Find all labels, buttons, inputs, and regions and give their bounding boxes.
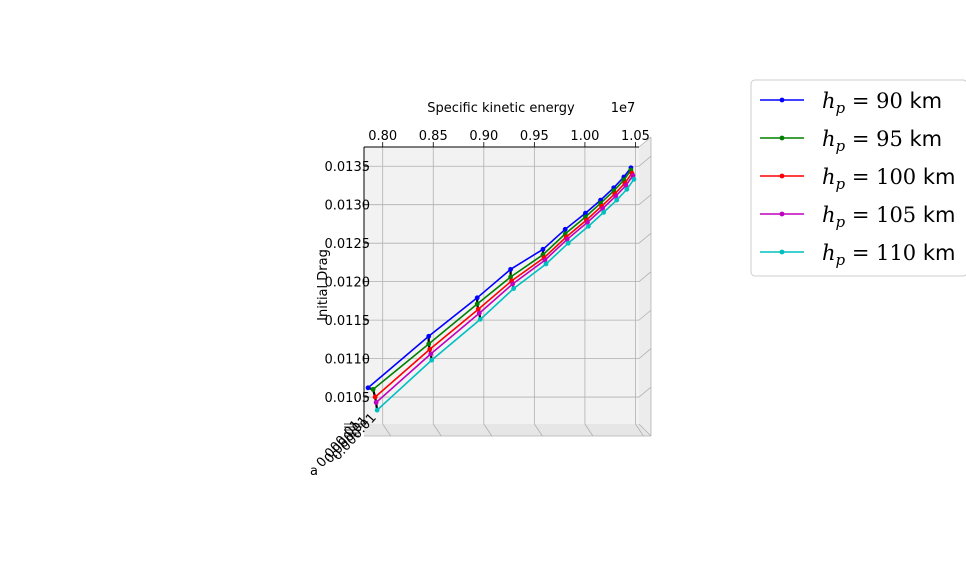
data-point [510,281,516,287]
side-grid-line [638,271,652,282]
right-side-pane [639,137,651,436]
legend-swatch-marker [779,249,785,255]
x-tick-label: 1.05 [621,129,650,144]
data-point [543,261,549,267]
floor-grid-line [432,423,442,437]
y-tick-label: 0.0135 [325,160,371,175]
data-point [614,197,620,203]
side-grid-line [638,155,652,167]
legend-frame [750,79,966,277]
data-point [476,310,482,316]
data-point [583,210,588,216]
data-point [565,240,571,246]
x-axis-ticks: 0.80 0.85 0.90 0.95 1.00 1.05 [368,129,650,147]
data-point [427,346,433,352]
x-axis-title: Specific kinetic energy [427,101,575,116]
data-point [601,210,607,215]
legend-entry: hp = 110 km [760,241,955,269]
floor-grid-line [483,423,493,437]
x-tick-label: 1.00 [570,129,599,144]
data-point [630,173,636,178]
back-pane [364,147,639,424]
legend-label: hp = 105 km [822,203,955,231]
z-axis: 0.000.01 0.000.01 0.000.01 a [310,411,380,479]
y-axis-ticks: 0.0105 0.0110 0.0115 0.0120 0.0125 0.0130 0.01… [325,160,371,406]
data-point [429,357,435,363]
legend-entry: hp = 100 km [760,165,955,193]
legend-label: hp = 90 km [822,89,942,117]
side-grid-line [638,232,652,244]
data-point [511,286,517,291]
legend-label: hp = 95 km [822,127,942,155]
data-point [542,257,548,263]
data-point [477,316,483,322]
data-point [585,220,590,225]
data-point [474,301,480,307]
series-105 [373,173,636,405]
data-point [564,236,570,242]
data-point [540,246,546,252]
data-point [562,226,568,232]
data-point [475,306,481,312]
data-point [474,295,480,301]
data-point [426,333,432,339]
floor-grid-line [534,423,543,437]
x-axis-offset-label: 1e7 [611,101,636,116]
data-point [373,400,379,405]
legend-swatch-marker [779,135,785,141]
data-point [426,341,432,347]
data-point [624,186,630,192]
floor-grid-line [584,423,594,437]
legend: hp = 90 km hp = 95 km hp = 100 km hp = 105 … [750,79,966,277]
y-tick-label: 0.0105 [325,391,371,406]
x-tick-label: 0.85 [419,129,448,144]
data-point [613,193,619,199]
data-point [600,206,606,211]
data-point [372,394,378,400]
y-tick-label: 0.0130 [325,199,371,214]
data-point [508,266,513,272]
y-axis-title: Initial Drag [316,249,331,321]
floor-pane [364,424,651,436]
data-point [623,183,629,188]
pane-edges [364,136,652,437]
data-point [428,351,434,357]
y-tick-label: 0.0120 [325,276,371,291]
side-grid-line [638,348,652,359]
data-point [374,407,380,413]
series-110 [374,176,637,413]
y-tick-label: 0.0115 [325,314,371,329]
x-tick-label: 0.80 [368,129,397,144]
legend-swatch-marker [779,173,785,179]
data-point [586,223,591,229]
x-tick-label: 0.95 [520,129,549,144]
data-point [370,386,376,392]
data-point [631,176,637,182]
grid-lines [364,147,652,437]
floor-grid-line [382,423,392,437]
floor-grid-line [635,423,644,437]
data-point [508,274,513,280]
side-grid-line [638,386,652,398]
legend-label: hp = 110 km [822,241,955,269]
legend-entry: hp = 90 km [760,89,942,117]
series-95 [370,167,634,392]
data-point [365,385,371,391]
x-tick-label: 0.90 [469,129,498,144]
z-axis-label: a [310,464,318,479]
y-tick-label: 0.0110 [325,353,371,368]
legend-swatch-marker [779,211,785,217]
series-lines [365,165,637,413]
y-tick-label: 0.0125 [325,237,371,252]
legend-swatch-marker [779,97,785,103]
legend-entry: hp = 105 km [760,203,955,231]
side-grid-line [638,309,652,321]
side-grid-line [638,194,652,206]
legend-entry: hp = 95 km [760,127,942,155]
legend-label: hp = 100 km [822,165,955,193]
